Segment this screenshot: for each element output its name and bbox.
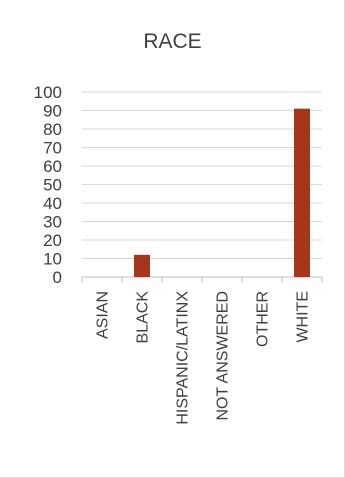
y-tick-label: 30 (43, 213, 62, 232)
y-tick-label: 60 (43, 157, 62, 176)
y-tick-label: 70 (43, 139, 62, 158)
y-tick-label: 50 (43, 176, 62, 195)
y-tick-label: 80 (43, 120, 62, 139)
bar-black (134, 254, 150, 277)
x-category-label: NOT ANSWERED (215, 291, 232, 421)
y-tick-label: 90 (43, 102, 62, 121)
x-category-label: ASIAN (95, 291, 112, 339)
bar-white (294, 108, 310, 278)
y-tick-label: 20 (43, 231, 62, 250)
x-category-label: OTHER (255, 291, 272, 347)
y-tick-label: 0 (53, 268, 62, 287)
y-tick-label: 40 (43, 194, 62, 213)
x-category-label: BLACK (135, 291, 152, 344)
chart-title: RACE (143, 30, 202, 53)
y-tick-label: 10 (43, 250, 62, 269)
x-category-label: HISPANIC/LATINX (175, 291, 192, 425)
x-category-label: WHITE (295, 291, 312, 343)
y-tick-label: 100 (34, 83, 62, 102)
